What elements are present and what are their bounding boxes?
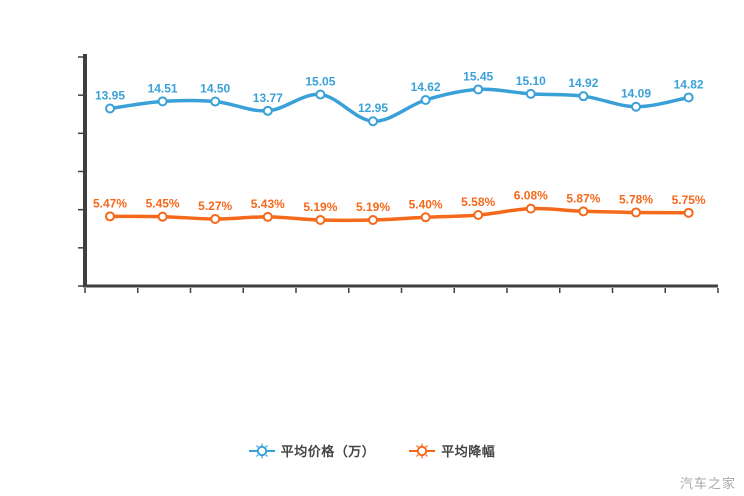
data-point-marker[interactable]	[473, 84, 484, 95]
data-point-label: 5.47%	[93, 196, 127, 210]
orange-ray-donut-icon	[409, 443, 436, 458]
data-point-label: 5.87%	[566, 191, 600, 205]
data-point-marker[interactable]	[315, 214, 326, 225]
legend-item-average-discount[interactable]: 平均降幅	[409, 441, 495, 460]
data-point-marker[interactable]	[631, 207, 641, 218]
legend-label-average-price: 平均价格（万）	[280, 444, 376, 459]
data-point-marker[interactable]	[420, 212, 431, 223]
data-point-label: 14.09	[621, 87, 651, 101]
data-point-marker[interactable]	[525, 88, 536, 99]
data-point-marker[interactable]	[473, 210, 484, 221]
legend-label-average-discount: 平均降幅	[441, 444, 496, 459]
data-point-label: 5.40%	[409, 197, 443, 211]
data-point-label: 5.78%	[619, 192, 653, 206]
data-point-marker[interactable]	[210, 213, 221, 224]
data-point-marker[interactable]	[262, 105, 273, 116]
data-point-label: 14.82	[674, 77, 704, 91]
data-point-marker[interactable]	[525, 203, 536, 214]
data-point-marker[interactable]	[157, 96, 168, 107]
data-point-marker[interactable]	[210, 96, 221, 107]
data-point-label: 14.50	[200, 82, 230, 96]
data-point-label: 5.27%	[198, 199, 232, 213]
data-point-label: 13.77	[253, 91, 283, 105]
data-point-label: 12.95	[358, 101, 388, 115]
data-point-marker[interactable]	[105, 103, 115, 114]
data-point-marker[interactable]	[368, 214, 378, 225]
data-point-label: 5.19%	[356, 200, 390, 214]
data-point-label: 13.95	[95, 89, 125, 103]
data-point-marker[interactable]	[262, 211, 273, 222]
chart-legend: 平均价格（万） 平均降幅	[0, 441, 744, 460]
data-point-label: 5.58%	[461, 195, 495, 209]
data-point-marker[interactable]	[105, 211, 115, 222]
data-point-marker[interactable]	[157, 211, 168, 222]
data-point-marker[interactable]	[315, 89, 326, 100]
series-line-0	[108, 87, 691, 123]
blue-ray-donut-icon	[248, 443, 275, 458]
data-point-marker[interactable]	[420, 95, 431, 106]
data-point-marker[interactable]	[578, 206, 589, 217]
data-point-label: 6.08%	[514, 189, 548, 203]
legend-item-average-price[interactable]: 平均价格（万）	[248, 441, 376, 460]
data-point-label: 15.10	[516, 74, 546, 88]
data-point-marker[interactable]	[368, 116, 378, 127]
series-line-1	[108, 206, 691, 223]
data-point-label: 5.19%	[303, 200, 337, 214]
data-point-label: 14.62	[411, 80, 441, 94]
autohome-watermark: 汽车之家	[679, 476, 736, 491]
data-point-label: 5.75%	[672, 193, 706, 207]
data-point-label: 14.51	[148, 81, 178, 95]
data-point-label: 5.43%	[251, 197, 285, 211]
data-point-label: 5.45%	[146, 197, 180, 211]
data-point-marker[interactable]	[578, 91, 589, 102]
data-point-marker[interactable]	[683, 207, 694, 218]
data-point-label: 15.05	[305, 75, 335, 89]
data-point-marker[interactable]	[683, 92, 694, 103]
data-point-marker[interactable]	[631, 101, 641, 112]
data-point-label: 14.92	[568, 76, 598, 90]
data-point-label: 15.45	[463, 69, 493, 83]
